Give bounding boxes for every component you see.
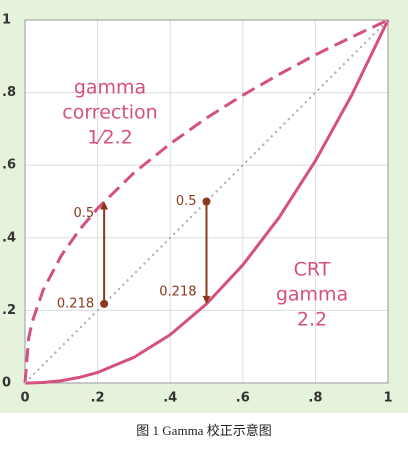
annotation: correction: [62, 102, 157, 124]
value-label: 0.5: [73, 206, 94, 221]
annotation: 1⁄2.2: [87, 127, 132, 149]
y-tick-label: 0: [2, 376, 11, 391]
x-tick-label: .8: [308, 391, 322, 406]
y-tick-label: .2: [2, 303, 16, 318]
y-tick-label: .6: [2, 158, 16, 173]
x-tick-label: .6: [236, 391, 250, 406]
arrow-start-point: [100, 299, 109, 308]
x-tick-label: .4: [163, 391, 177, 406]
y-tick-label: 1: [2, 13, 11, 28]
arrow-start-point: [202, 197, 211, 206]
value-label: 0.5: [176, 194, 197, 209]
plot-border: [24, 19, 389, 384]
value-label: 0.218: [159, 284, 196, 299]
curve: [24, 19, 390, 385]
x-tick-label: 0: [20, 391, 29, 406]
caption: 图 1 Gamma 校正示意图: [136, 423, 271, 438]
y-tick-label: .8: [2, 85, 16, 100]
annotation: gamma: [74, 77, 146, 99]
arrow-head: [100, 201, 109, 210]
annotation: 2.2: [297, 309, 327, 331]
curve: [23, 18, 389, 384]
x-tick-label: .2: [91, 391, 105, 406]
x-tick-label: 1: [383, 391, 392, 406]
value-label: 0.218: [57, 296, 94, 311]
arrow-head: [202, 295, 211, 304]
y-tick-label: .4: [2, 230, 16, 245]
annotation: CRT: [294, 259, 331, 281]
annotation: gamma: [276, 284, 348, 306]
